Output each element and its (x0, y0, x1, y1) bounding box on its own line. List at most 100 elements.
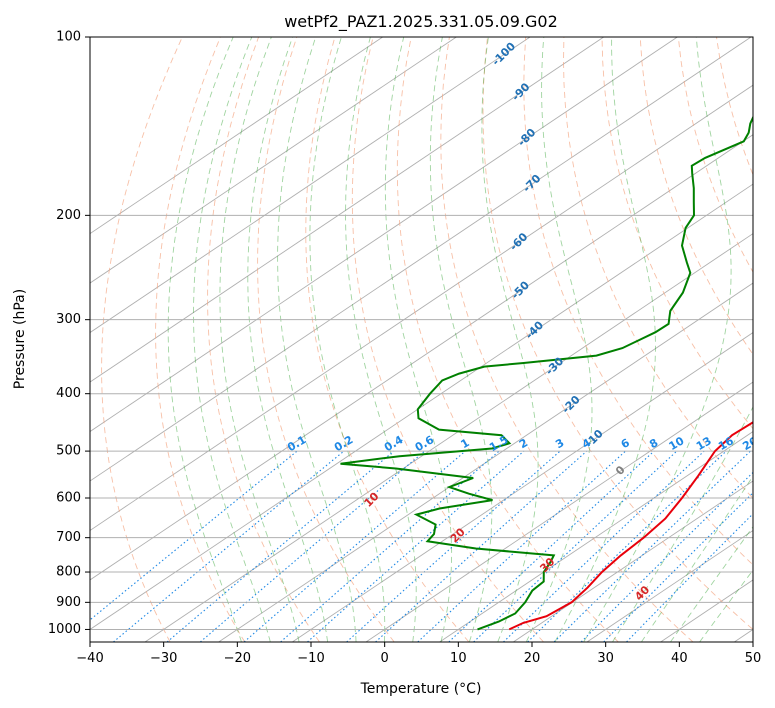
isotherm-line (365, 381, 753, 642)
mixing-ratio-line (166, 450, 395, 642)
isotherm-label: -70 (520, 172, 543, 195)
line-labels: -100-90-80-70-60-50-40-30-20-1000.1 0.2 0.… (285, 39, 775, 603)
moist-adiabat-line (345, 37, 417, 642)
moist-adiabat-line (384, 37, 453, 642)
mixing-ratio-line (90, 450, 298, 621)
mixing-ratio-line (503, 450, 705, 642)
dry-adiabat-line (677, 37, 753, 274)
x-tick-label: 30 (597, 651, 614, 666)
moist-adiabat-line (554, 37, 656, 642)
y-axis-label: Pressure (hPa) (12, 289, 28, 389)
plot-frame (89, 36, 754, 643)
dry-adiabat-line (440, 37, 694, 642)
isotherm-line (586, 529, 753, 642)
mixing-ratio-line (346, 450, 561, 642)
isotherm-line (90, 84, 753, 532)
dry-adiabat-line (639, 37, 753, 356)
isotherm-line (90, 37, 457, 284)
y-tick-label: 600 (56, 491, 81, 506)
mixing-ratio-label: 20 (740, 434, 760, 453)
mixing-ratio-line (375, 450, 588, 642)
isotherm-label: -60 (507, 230, 530, 253)
isotherm-line (292, 332, 753, 642)
moist-adiabat-line (277, 37, 357, 642)
mixing-ratio-line (113, 450, 345, 642)
dry-adiabat-line (523, 37, 753, 566)
profile-lines (340, 115, 753, 631)
dry-adiabat-line (482, 37, 753, 630)
dry-adiabat-line (351, 37, 544, 642)
isotherm-line (513, 480, 753, 642)
dry-adiabat-line (257, 37, 395, 642)
moist-adiabat-line (612, 405, 753, 642)
moist-adiabat-line (247, 37, 329, 642)
temperature-line (508, 421, 753, 631)
y-tick-label: 1000 (48, 622, 81, 637)
y-tick-label: 400 (56, 386, 81, 401)
isotherm-line (144, 233, 753, 642)
zero-isotherm-label: 0 (613, 463, 628, 478)
x-tick-label: −40 (76, 651, 103, 666)
isotherm-label: -40 (523, 318, 546, 341)
isotherm-line (90, 134, 753, 581)
y-tick-label: 900 (56, 595, 81, 610)
x-tick-label: −10 (297, 651, 324, 666)
x-tick-label: −20 (224, 651, 251, 666)
mixing-ratio-line (417, 450, 626, 642)
moist-adiabat-line (309, 37, 386, 642)
isotherm-label: -20 (559, 393, 582, 416)
isotherm-line (90, 37, 531, 334)
mixing-ratio-label: 2 (517, 436, 530, 451)
mixing-ratio-label: 16 (716, 434, 736, 453)
isotherm-label: -90 (509, 80, 532, 103)
dry-adiabat-line (755, 37, 775, 642)
mixing-ratio-label: 25 (765, 434, 775, 453)
dry-adiabat-line (155, 37, 246, 642)
isotherm-line (90, 37, 752, 482)
x-tick-label: 40 (671, 651, 688, 666)
isotherm-line (90, 37, 383, 235)
mixing-ratio-label: 6 (619, 436, 632, 451)
dry-adiabat-line (207, 37, 320, 642)
moist-adiabat-line (429, 37, 493, 642)
dry-adiabat-line (101, 37, 183, 642)
y-tick-label: 700 (56, 530, 81, 545)
moist-adiabat-line (193, 37, 271, 642)
chart-title: wetPf2_PAZ1.2025.331.05.09.G02 (284, 12, 558, 32)
y-tick-label: 200 (56, 208, 81, 223)
x-tick-label: −30 (150, 651, 177, 666)
moist-adiabat-line (167, 37, 242, 642)
x-tick-label: 50 (745, 651, 762, 666)
isotherm-line (439, 430, 753, 642)
y-tick-label: 300 (56, 312, 81, 327)
isotherm-label: -100 (489, 39, 518, 68)
y-tick-label: 100 (56, 30, 81, 45)
y-tick-label: 500 (56, 444, 81, 459)
dry-adiabat-line (563, 37, 753, 499)
dry-adiabat-label: 10 (362, 490, 382, 510)
dry-adiabat-line (396, 37, 619, 642)
mixing-ratio-label: 10 (667, 434, 687, 453)
y-axis-ticks: 100 200 300 400 500 600 700 800 900 1000 (48, 30, 90, 637)
isotherm-line (734, 628, 753, 642)
dry-adiabat-line (716, 37, 753, 176)
moist-adiabat-line (219, 37, 300, 642)
isotherm-label: -50 (509, 278, 532, 301)
pressure-gridlines (90, 37, 753, 630)
moist-adiabat-line (641, 475, 753, 642)
mixing-ratio-line (473, 450, 678, 642)
y-tick-label: 800 (56, 565, 81, 580)
moist-adiabat-line (670, 526, 753, 642)
background-lines (90, 37, 775, 642)
mixing-ratio-line (307, 450, 525, 642)
isotherm-label: -80 (515, 126, 538, 149)
dewpoint-line (340, 115, 753, 631)
isotherm-line (90, 37, 678, 433)
x-tick-label: 20 (524, 651, 541, 666)
mixing-ratio-line (580, 471, 753, 642)
mixing-ratio-line (603, 492, 753, 642)
x-tick-label: 0 (381, 651, 389, 666)
moist-adiabat-line (481, 37, 539, 642)
isotherm-line (90, 37, 604, 383)
